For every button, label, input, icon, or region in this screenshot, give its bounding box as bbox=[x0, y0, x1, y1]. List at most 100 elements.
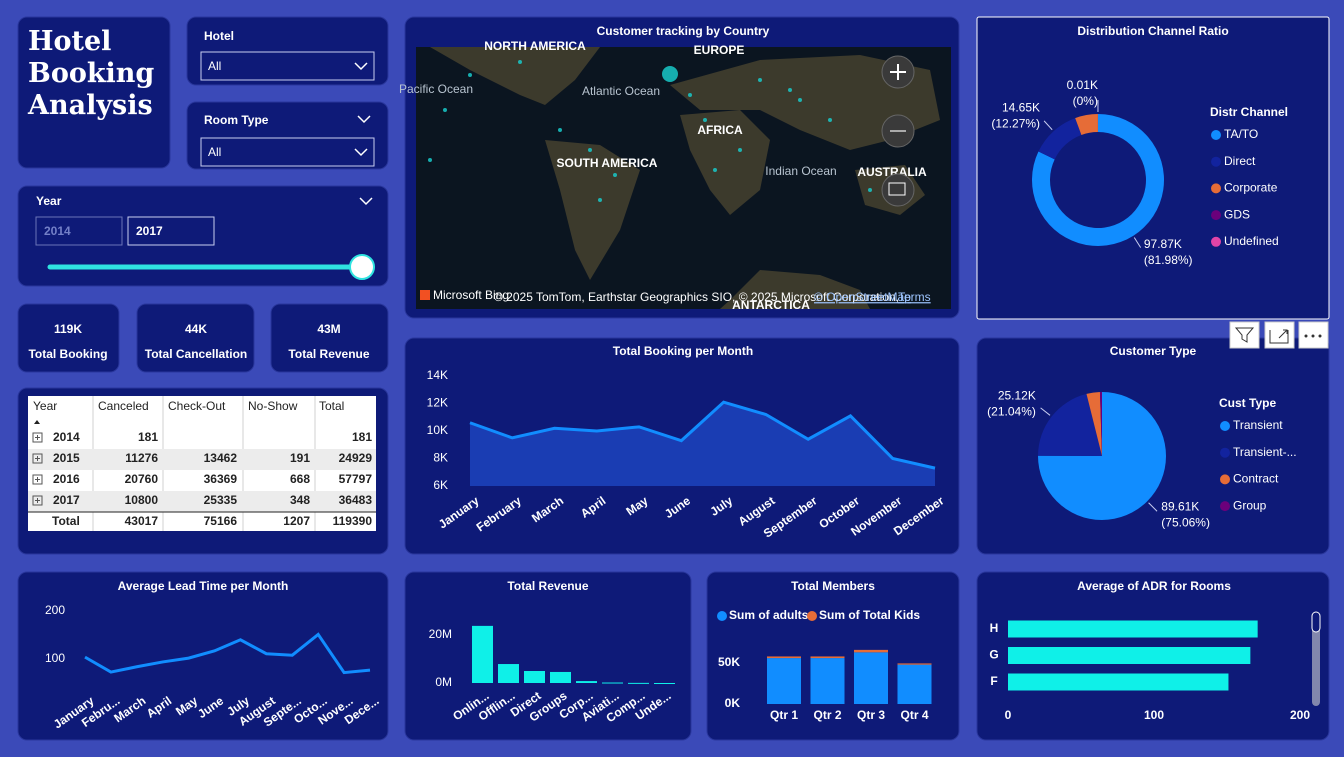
y-tick-label: 50K bbox=[718, 655, 740, 669]
legend-swatch bbox=[1211, 183, 1221, 194]
map-label: SOUTH AMERICA bbox=[557, 156, 658, 170]
map-label: ANTARCTICA bbox=[732, 298, 810, 312]
expand-icon[interactable] bbox=[32, 432, 43, 443]
legend-swatch bbox=[1220, 501, 1230, 512]
table-header: No-Show bbox=[248, 399, 298, 413]
leader-line bbox=[1148, 502, 1158, 512]
expand-icon[interactable] bbox=[32, 474, 43, 485]
dropdown[interactable] bbox=[200, 137, 375, 167]
map-dot bbox=[518, 60, 522, 64]
table-total: 75166 bbox=[204, 514, 238, 528]
x-tick-label: Qtr 3 bbox=[857, 708, 885, 722]
slice bbox=[1038, 393, 1102, 456]
scrollbar-thumb[interactable] bbox=[1311, 611, 1321, 633]
map-copyright: © 2025 TomTom, Earthstar Geographics SIO… bbox=[494, 290, 899, 304]
slicer-label: Hotel bbox=[204, 29, 234, 43]
map-link[interactable]: Terms bbox=[898, 290, 931, 304]
x-tick-label: 100 bbox=[1144, 708, 1164, 722]
map-label: Atlantic Ocean bbox=[582, 84, 660, 98]
y-tick-label: 6K bbox=[433, 478, 448, 492]
expand-icon[interactable] bbox=[32, 453, 43, 464]
map-attribution: Microsoft Bing bbox=[433, 288, 509, 302]
map-label: AUSTRALIA bbox=[857, 165, 927, 179]
slice bbox=[1075, 114, 1098, 135]
y-tick-label: H bbox=[990, 621, 999, 635]
bar bbox=[602, 682, 623, 684]
map-label: Indian Ocean bbox=[765, 164, 836, 178]
y-tick-label: G bbox=[989, 648, 998, 662]
bar bbox=[1008, 647, 1251, 664]
filter-icon[interactable] bbox=[1229, 321, 1260, 349]
bar-segment bbox=[897, 664, 932, 704]
map-label: NORTH AMERICA bbox=[484, 39, 586, 53]
panel bbox=[17, 303, 120, 373]
legend-label: GDS bbox=[1224, 207, 1250, 221]
chart-title: Total Members bbox=[791, 579, 875, 593]
legend-label: Undefined bbox=[1224, 234, 1279, 248]
expand-plus bbox=[35, 456, 40, 461]
panel bbox=[404, 571, 692, 741]
map-dot bbox=[828, 118, 832, 122]
map-label: AFRICA bbox=[697, 123, 743, 137]
focus-icon[interactable] bbox=[1264, 321, 1295, 349]
y-tick-label: 0M bbox=[435, 675, 452, 689]
map-link[interactable]: © OpenStreetMap bbox=[814, 290, 911, 304]
table-cell: 668 bbox=[290, 472, 310, 486]
bar-segment bbox=[810, 658, 845, 704]
bar bbox=[472, 625, 493, 683]
y-tick-label: 200 bbox=[45, 603, 65, 617]
select-button[interactable] bbox=[881, 173, 915, 207]
y-tick-label: 12K bbox=[427, 396, 448, 410]
landmass bbox=[430, 47, 600, 105]
year-input[interactable] bbox=[35, 216, 123, 246]
map-dot bbox=[758, 78, 762, 82]
expand-icon[interactable] bbox=[32, 495, 43, 506]
chevron bbox=[359, 197, 373, 206]
leader-line bbox=[1040, 407, 1051, 416]
year-input[interactable] bbox=[127, 216, 215, 246]
map-label: Pacific Ocean bbox=[399, 82, 473, 96]
map-dot bbox=[598, 198, 602, 202]
leader-line bbox=[1133, 237, 1142, 248]
chart-title: Average of ADR for Rooms bbox=[1077, 579, 1231, 593]
legend-title: Cust Type bbox=[1219, 396, 1276, 410]
card-label: Total Revenue bbox=[288, 347, 369, 361]
table-cell: 20760 bbox=[125, 472, 159, 486]
panel bbox=[186, 101, 389, 170]
map-label: EUROPE bbox=[694, 43, 745, 57]
table-header: Total bbox=[319, 399, 344, 413]
dropdown[interactable] bbox=[200, 51, 375, 81]
chevron bbox=[354, 148, 368, 157]
panel bbox=[186, 16, 389, 86]
table-cell: 2017 bbox=[53, 493, 80, 507]
select-glyph bbox=[888, 182, 906, 196]
bar-segment bbox=[854, 649, 888, 653]
data-label: (0%) bbox=[1073, 94, 1098, 108]
dropdown-value: All bbox=[208, 145, 221, 159]
table-cell: 10800 bbox=[125, 493, 159, 507]
bar bbox=[654, 683, 675, 684]
bar bbox=[524, 671, 545, 683]
table-cell: 181 bbox=[138, 430, 158, 444]
panel bbox=[17, 571, 389, 741]
panel bbox=[17, 16, 171, 169]
landmass bbox=[680, 110, 770, 215]
scrollbar-track bbox=[1312, 612, 1320, 706]
map-dot bbox=[868, 188, 872, 192]
landmass bbox=[670, 55, 940, 150]
card-label: Total Booking bbox=[28, 347, 107, 361]
chart-title: Total Revenue bbox=[507, 579, 588, 593]
card-label: Total Cancellation bbox=[145, 347, 247, 361]
slicer-label: Year bbox=[36, 194, 62, 208]
legend-swatch bbox=[1220, 447, 1230, 458]
table-cell: 2016 bbox=[53, 472, 80, 486]
sort-arrow bbox=[34, 420, 40, 424]
slider-handle[interactable] bbox=[349, 254, 375, 280]
x-tick-label: Qtr 1 bbox=[770, 708, 798, 722]
bar-segment bbox=[810, 656, 845, 659]
zoom-in-glyph bbox=[890, 64, 906, 80]
chevron bbox=[357, 115, 371, 124]
table-header: Year bbox=[33, 399, 57, 413]
line bbox=[469, 400, 936, 470]
line bbox=[84, 632, 371, 675]
